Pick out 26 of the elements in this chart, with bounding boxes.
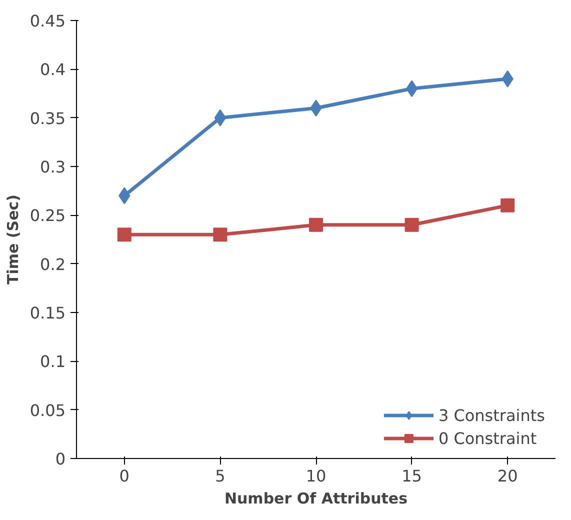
point xyxy=(500,198,515,212)
y-tick-label: 0.2 xyxy=(40,254,66,274)
x-tick-label: 0 xyxy=(119,466,130,486)
x-tick-label: 20 xyxy=(497,466,518,486)
legend-label: 0 Constraint xyxy=(438,428,537,448)
y-tick-label: 0.05 xyxy=(30,400,66,420)
point xyxy=(117,228,132,242)
y-tick-label: 0.3 xyxy=(40,158,66,176)
y-tick-label: 0.1 xyxy=(40,352,66,372)
point xyxy=(213,228,228,242)
point xyxy=(404,218,419,232)
y-tick-label: 0.25 xyxy=(30,206,66,226)
point xyxy=(214,109,226,126)
x-axis-title: Number Of Attributes xyxy=(224,490,408,508)
y-axis-title: Time (Sec) xyxy=(4,194,22,284)
x-tick-label: 5 xyxy=(215,466,226,486)
point xyxy=(309,218,323,232)
y-tick-label: 0.15 xyxy=(30,304,66,322)
legend-label: 3 Constraints xyxy=(438,406,545,424)
y-tick-label: 0.45 xyxy=(30,12,66,30)
y-tick-label: 0 xyxy=(55,450,66,468)
x-tick-label: 15 xyxy=(402,466,422,486)
y-tick-label: 0.4 xyxy=(40,60,66,80)
point xyxy=(406,80,418,98)
x-tick-label: 10 xyxy=(306,466,326,486)
y-tick-label: 0.35 xyxy=(30,108,66,128)
